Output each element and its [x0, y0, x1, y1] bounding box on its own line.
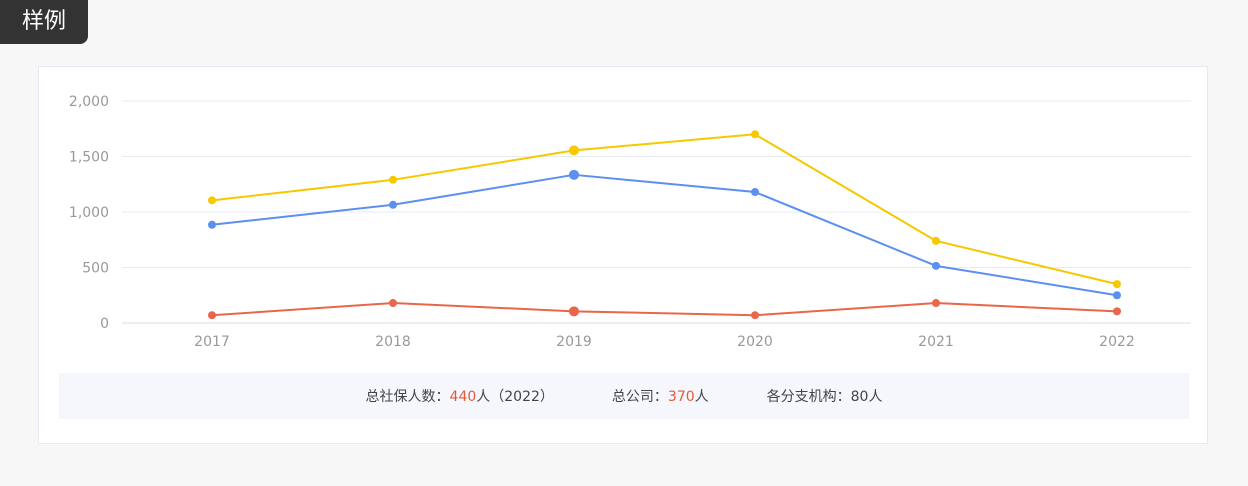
series-0-point	[569, 145, 579, 156]
legend-tag: 样例	[0, 0, 88, 44]
series-2-point	[389, 299, 397, 308]
series-1-point	[1113, 291, 1121, 300]
x-tick-label: 2019	[556, 334, 592, 350]
summary-branch-label: 各分支机构：	[766, 389, 851, 405]
series-2-point	[569, 306, 579, 317]
summary-hq-value: 370	[667, 389, 695, 405]
series-line-0	[211, 133, 1118, 286]
chart-card: 0 500 1,000 1,500 2,000 2017 2018 2019 2020 2021 2…	[38, 66, 1208, 444]
series-0-point	[389, 175, 397, 184]
series-2-point	[208, 311, 216, 320]
series-1-point	[569, 169, 579, 180]
series-2-point	[751, 311, 759, 320]
y-tick-label: 500	[82, 261, 109, 277]
series-0-point	[751, 130, 759, 139]
x-tick-label: 2017	[194, 334, 230, 350]
series-1-point	[751, 188, 759, 197]
summary-total-label: 总社保人数：	[365, 389, 450, 405]
series-0-point	[932, 236, 940, 245]
summary-bar: 总社保人数：440人（2022） 总公司：370人 各分支机构：80人	[59, 373, 1189, 419]
x-tick-label: 2018	[375, 334, 411, 350]
x-tick-label: 2020	[737, 334, 773, 350]
line-chart: 0 500 1,000 1,500 2,000 2017 2018 2019 2020 2021 2…	[69, 94, 1191, 350]
y-tick-label: 1,000	[69, 205, 109, 221]
summary-branch-value: 80人	[850, 389, 883, 405]
y-tick-label: 0	[100, 316, 109, 332]
summary-total-unit: 人（2022）	[476, 389, 554, 405]
summary-hq: 总公司：370人	[612, 386, 709, 406]
series-0-point	[208, 196, 216, 205]
series-0-point	[1113, 280, 1121, 289]
y-tick-label: 1,500	[69, 150, 109, 166]
y-tick-label: 2,000	[69, 94, 109, 110]
series-2-point	[1113, 307, 1121, 316]
summary-branch: 各分支机构：80人	[767, 386, 883, 406]
x-tick-label: 2022	[1099, 334, 1135, 350]
x-tick-label: 2021	[918, 334, 954, 350]
series-line-2	[211, 302, 1118, 317]
legend-tag-label: 样例	[21, 9, 66, 34]
series-line-1	[211, 173, 1118, 297]
series-2-point	[932, 299, 940, 308]
summary-hq-label: 总公司：	[611, 389, 668, 405]
summary-total: 总社保人数：440人（2022）	[366, 386, 554, 406]
series-1-point	[932, 261, 940, 270]
summary-total-value: 440	[449, 389, 477, 405]
series-1-point	[208, 220, 216, 229]
series-1-point	[389, 200, 397, 209]
summary-hq-unit: 人	[694, 389, 709, 405]
